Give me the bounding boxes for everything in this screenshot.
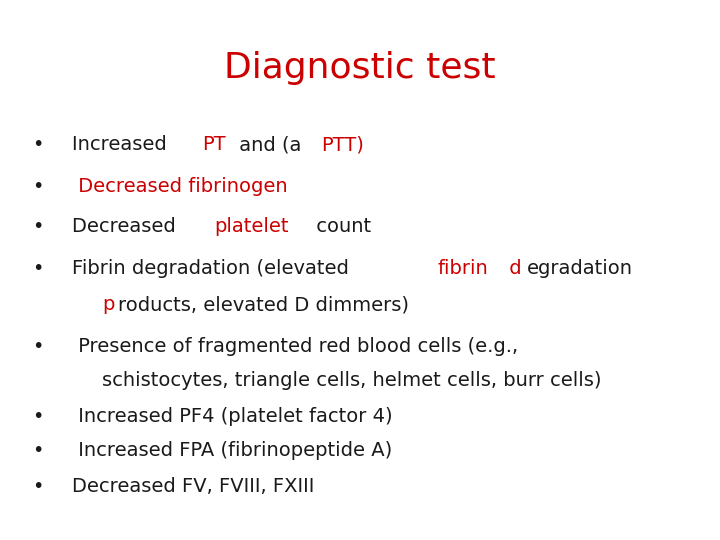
Text: Increased FPA (fibrinopeptide A): Increased FPA (fibrinopeptide A) xyxy=(72,442,392,461)
Text: Diagnostic test: Diagnostic test xyxy=(224,51,496,85)
Text: •: • xyxy=(32,218,44,237)
Text: •: • xyxy=(32,477,44,496)
Text: Presence of fragmented red blood cells (e.g.,: Presence of fragmented red blood cells (… xyxy=(72,336,518,355)
Text: •: • xyxy=(32,177,44,195)
Text: Decreased fibrinogen: Decreased fibrinogen xyxy=(72,177,287,195)
Text: platelet: platelet xyxy=(214,218,289,237)
Text: fibrin: fibrin xyxy=(437,259,488,278)
Text: p: p xyxy=(102,295,114,314)
Text: Increased PF4 (platelet factor 4): Increased PF4 (platelet factor 4) xyxy=(72,407,392,426)
Text: roducts, elevated D dimmers): roducts, elevated D dimmers) xyxy=(118,295,409,314)
Text: Fibrin degradation (elevated: Fibrin degradation (elevated xyxy=(72,259,355,278)
Text: schistocytes, triangle cells, helmet cells, burr cells): schistocytes, triangle cells, helmet cel… xyxy=(102,372,601,390)
Text: and (a: and (a xyxy=(233,136,301,154)
Text: •: • xyxy=(32,336,44,355)
Text: Decreased: Decreased xyxy=(72,218,182,237)
Text: •: • xyxy=(32,407,44,426)
Text: PT: PT xyxy=(202,136,226,154)
Text: •: • xyxy=(32,442,44,461)
Text: Increased: Increased xyxy=(72,136,173,154)
Text: count: count xyxy=(310,218,372,237)
Text: d: d xyxy=(503,259,521,278)
Text: •: • xyxy=(32,259,44,278)
Text: Decreased FV, FVIII, FXIII: Decreased FV, FVIII, FXIII xyxy=(72,477,315,496)
Text: egradation: egradation xyxy=(527,259,633,278)
Text: PTT): PTT) xyxy=(321,136,364,154)
Text: •: • xyxy=(32,136,44,154)
